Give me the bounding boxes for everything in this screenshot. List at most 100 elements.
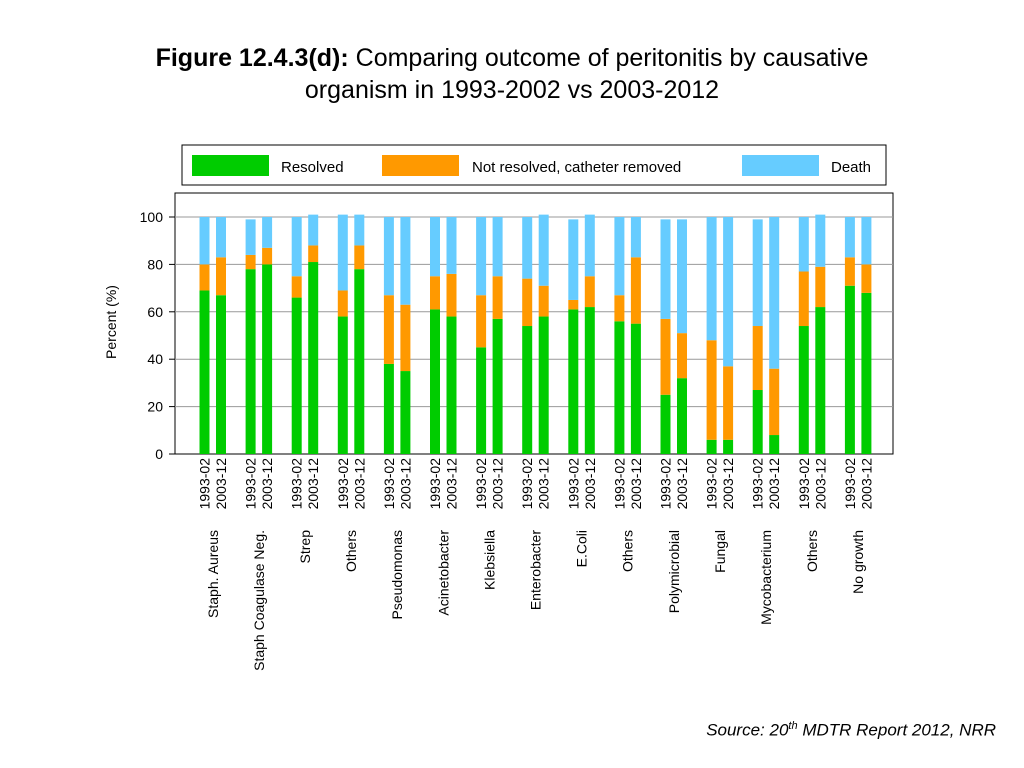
bar-resolved-2-1993-02 — [245, 269, 256, 454]
bar-not-resolved-2-1993-02 — [245, 254, 256, 270]
bar-resolved-14-1993-02 — [798, 326, 809, 454]
bar-death-15-2003-12 — [861, 217, 872, 265]
bar-death-3-1993-02 — [291, 217, 302, 277]
bar-resolved-9-2003-12 — [584, 307, 595, 454]
bar-death-14-1993-02 — [798, 217, 809, 272]
bar-death-12-1993-02 — [706, 217, 717, 341]
bar-death-14-2003-12 — [815, 214, 826, 267]
bar-not-resolved-15-2003-12 — [861, 264, 872, 293]
group-label-3: Strep — [297, 530, 313, 564]
bar-not-resolved-1-2003-12 — [216, 257, 226, 296]
source-prefix: Source: 20 — [706, 720, 789, 740]
period-label-4-1: 1993-02 — [335, 458, 351, 510]
bar-death-10-2003-12 — [630, 217, 641, 258]
bar-resolved-13-2003-12 — [769, 435, 780, 454]
period-label-14-1: 1993-02 — [796, 458, 812, 510]
bar-resolved-5-1993-02 — [383, 363, 394, 454]
period-label-11-2: 2003-12 — [674, 458, 690, 510]
bar-resolved-5-2003-12 — [400, 371, 411, 454]
bar-not-resolved-12-1993-02 — [706, 340, 717, 440]
period-label-6-1: 1993-02 — [427, 458, 443, 510]
bar-resolved-1-1993-02 — [199, 290, 210, 454]
period-label-13-2: 2003-12 — [766, 458, 782, 510]
bar-not-resolved-10-2003-12 — [630, 257, 641, 324]
period-label-5-2: 2003-12 — [397, 458, 413, 510]
bar-death-8-2003-12 — [538, 214, 549, 286]
bar-not-resolved-9-2003-12 — [584, 276, 595, 308]
group-label-10: Others — [620, 530, 636, 572]
bar-not-resolved-4-2003-12 — [354, 245, 365, 270]
bar-not-resolved-2-2003-12 — [262, 247, 273, 265]
bar-not-resolved-14-1993-02 — [798, 271, 809, 327]
bar-resolved-7-1993-02 — [476, 347, 487, 454]
legend-swatch-2 — [382, 155, 459, 176]
bar-death-13-2003-12 — [769, 217, 780, 369]
bar-death-2-2003-12 — [262, 217, 273, 248]
bar-resolved-6-2003-12 — [446, 316, 457, 454]
bar-not-resolved-1-1993-02 — [199, 264, 210, 291]
period-label-7-1: 1993-02 — [473, 458, 489, 510]
period-label-5-1: 1993-02 — [381, 458, 397, 510]
group-label-11: Polymicrobial — [666, 530, 682, 613]
bar-resolved-3-1993-02 — [291, 297, 302, 454]
bar-not-resolved-5-1993-02 — [383, 295, 394, 364]
title-line-1: Comparing outcome of peritonitis by caus… — [355, 44, 869, 72]
bar-resolved-9-1993-02 — [568, 309, 579, 454]
y-axis-label: Percent (%) — [103, 285, 119, 359]
bar-resolved-1-2003-12 — [216, 295, 226, 454]
bar-death-6-1993-02 — [430, 217, 440, 277]
period-label-6-2: 2003-12 — [444, 458, 460, 510]
bar-resolved-13-1993-02 — [752, 390, 763, 454]
period-label-9-1: 1993-02 — [565, 458, 581, 510]
period-label-7-2: 2003-12 — [490, 458, 506, 510]
bar-not-resolved-4-1993-02 — [337, 290, 348, 317]
bar-not-resolved-11-2003-12 — [677, 333, 687, 379]
bar-not-resolved-6-1993-02 — [430, 276, 440, 310]
y-tick-label-0: 0 — [155, 446, 163, 462]
period-label-2-1: 1993-02 — [243, 458, 259, 510]
bar-resolved-8-1993-02 — [522, 326, 533, 454]
bar-death-1-2003-12 — [216, 217, 226, 258]
bar-death-13-1993-02 — [752, 219, 763, 327]
period-label-1-1: 1993-02 — [197, 458, 213, 510]
bar-death-3-2003-12 — [308, 214, 319, 246]
bar-death-5-1993-02 — [383, 217, 394, 296]
source-sup: th — [788, 720, 798, 732]
group-label-1: Staph. Aureus — [205, 530, 221, 618]
bar-not-resolved-11-1993-02 — [660, 318, 671, 395]
legend-label-1: Resolved — [281, 159, 344, 176]
period-label-15-1: 1993-02 — [842, 458, 858, 510]
group-label-15: No growth — [850, 530, 866, 594]
bar-death-9-2003-12 — [584, 214, 595, 277]
bar-resolved-11-2003-12 — [677, 378, 687, 454]
period-label-12-2: 2003-12 — [720, 458, 736, 510]
bar-not-resolved-10-1993-02 — [614, 295, 625, 322]
group-label-13: Mycobacterium — [758, 530, 774, 625]
legend-label-3: Death — [831, 159, 871, 176]
bar-death-7-1993-02 — [476, 217, 487, 296]
source-note: Source: 20th MDTR Report 2012, NRR — [706, 720, 996, 741]
bar-resolved-10-1993-02 — [614, 321, 625, 454]
period-label-1-2: 2003-12 — [213, 458, 229, 510]
source-suffix: MDTR Report 2012, NRR — [797, 720, 996, 740]
group-label-7: Klebsiella — [481, 530, 497, 590]
bar-death-11-2003-12 — [677, 219, 687, 334]
bar-resolved-7-2003-12 — [492, 318, 503, 454]
bar-death-8-1993-02 — [522, 217, 533, 279]
bar-resolved-2-2003-12 — [262, 264, 273, 454]
plot-area — [174, 192, 894, 455]
bar-resolved-14-2003-12 — [815, 307, 826, 454]
period-label-3-1: 1993-02 — [289, 458, 305, 510]
bar-resolved-8-2003-12 — [538, 316, 549, 454]
title-line-2: organism in 1993-2002 vs 2003-2012 — [304, 76, 720, 104]
bar-not-resolved-6-2003-12 — [446, 273, 457, 317]
period-label-13-1: 1993-02 — [750, 458, 766, 510]
bar-not-resolved-9-1993-02 — [568, 299, 579, 310]
bar-death-12-2003-12 — [723, 217, 734, 367]
period-label-10-1: 1993-02 — [611, 458, 627, 510]
bar-death-1-1993-02 — [199, 217, 210, 265]
period-label-15-2: 2003-12 — [858, 458, 874, 510]
bar-not-resolved-8-1993-02 — [522, 278, 533, 327]
bar-resolved-12-2003-12 — [723, 439, 734, 454]
